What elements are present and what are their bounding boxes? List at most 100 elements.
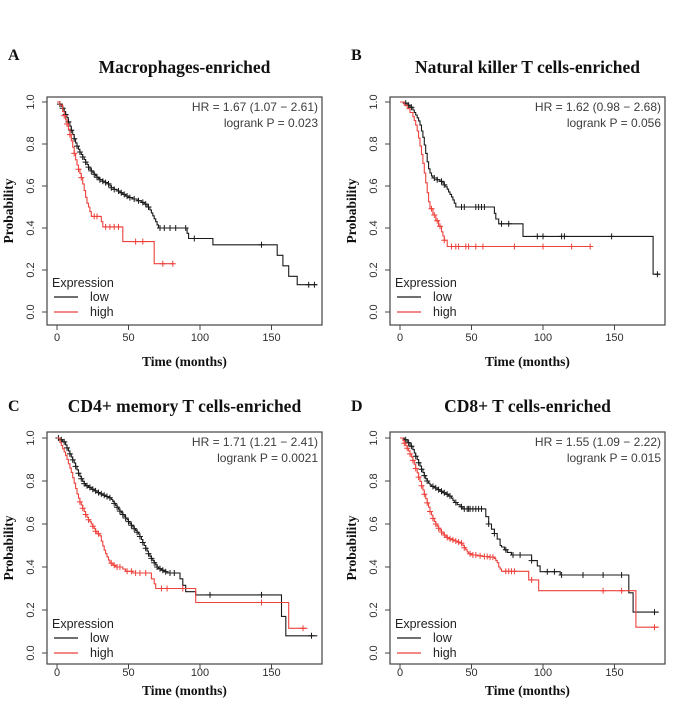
x-axis-tick-label: 100	[191, 332, 209, 344]
panel-letter: B	[351, 47, 362, 64]
plot-border	[389, 431, 666, 665]
y-axis-tick-label: 0.8	[25, 136, 37, 151]
plot-border	[46, 431, 323, 665]
survival-curve-high	[57, 437, 308, 629]
y-axis-tick-label: 0.8	[25, 473, 37, 488]
x-axis-tick-label: 50	[465, 667, 477, 679]
y-axis-tick-label: 0.0	[368, 304, 380, 319]
legend-title: Expression	[395, 617, 457, 631]
censor-marks-high	[76, 498, 306, 632]
panel-C-chart: C CD4+ memory T cells-enriched 0 50 100 150 0.…	[1, 396, 323, 698]
legend-title: Expression	[52, 617, 114, 631]
y-axis-tick-label: 0.6	[25, 516, 37, 531]
x-axis-tick-label: 0	[397, 667, 403, 679]
legend-label-low: low	[90, 631, 110, 645]
hr-annotation-line: HR = 1.55 (1.09 − 2.22)	[535, 435, 661, 449]
y-axis-title: Probability	[344, 178, 359, 243]
hr-annotation-line: logrank P = 0.056	[567, 116, 662, 130]
x-axis-title: Time (months)	[142, 683, 227, 698]
y-axis-title: Probability	[344, 515, 359, 580]
hr-annotation-line: HR = 1.67 (1.07 − 2.61)	[192, 100, 318, 114]
y-axis-tick-label: 0.4	[368, 559, 380, 574]
legend-title: Expression	[395, 276, 457, 290]
x-axis-tick-label: 50	[122, 332, 134, 344]
y-axis-tick-label: 1.0	[368, 94, 380, 109]
x-axis-tick-label: 50	[122, 667, 134, 679]
censor-marks-high	[61, 112, 176, 267]
panel-title: Natural killer T cells-enriched	[415, 57, 640, 77]
x-axis-tick-label: 0	[54, 667, 60, 679]
y-axis-title: Probability	[1, 178, 16, 243]
x-axis-title: Time (months)	[485, 354, 570, 369]
legend-label-high: high	[90, 646, 114, 660]
y-axis-tick-label: 1.0	[25, 430, 37, 445]
y-axis-title: Probability	[1, 515, 16, 580]
x-axis-tick-label: 100	[534, 667, 552, 679]
y-axis-tick-label: 0.6	[368, 516, 380, 531]
y-axis-tick-label: 0.2	[25, 602, 37, 617]
y-axis-tick-label: 0.4	[25, 220, 37, 235]
survival-curve-high	[57, 101, 175, 265]
legend-label-high: high	[433, 305, 457, 319]
censor-marks-low	[402, 100, 661, 278]
y-axis-tick-label: 0.6	[368, 178, 380, 193]
panel-letter: A	[8, 47, 20, 64]
survival-curve-high	[400, 101, 593, 248]
x-axis-tick-label: 150	[262, 667, 280, 679]
x-axis-tick-label: 150	[605, 332, 623, 344]
legend-label-high: high	[90, 305, 114, 319]
censor-marks-high	[428, 205, 594, 250]
legend-label-low: low	[90, 290, 110, 304]
panel-title: Macrophages-enriched	[99, 57, 271, 77]
y-axis-tick-label: 0.0	[25, 304, 37, 319]
x-axis-tick-label: 150	[262, 332, 280, 344]
legend-label-low: low	[433, 631, 453, 645]
plot-border	[46, 96, 323, 326]
hr-annotation-line: logrank P = 0.015	[567, 451, 662, 465]
y-axis-tick-label: 0.4	[368, 220, 380, 235]
panel-B-chart: B Natural killer T cells-enriched 0 50 100 15…	[344, 47, 666, 369]
x-axis-title: Time (months)	[142, 354, 227, 369]
x-axis-tick-label: 100	[534, 332, 552, 344]
censor-marks-low	[55, 435, 315, 639]
legend-label-high: high	[433, 646, 457, 660]
y-axis-tick-label: 0.0	[25, 645, 37, 660]
panel-title: CD8+ T cells-enriched	[444, 396, 611, 416]
panel-letter: D	[351, 398, 363, 415]
x-axis-tick-label: 0	[397, 332, 403, 344]
panel-letter: C	[8, 398, 20, 415]
x-axis-tick-label: 150	[605, 667, 623, 679]
y-axis-tick-label: 0.6	[25, 178, 37, 193]
legend-label-low: low	[433, 290, 453, 304]
panel-D-chart: D CD8+ T cells-enriched 0 50 100 150 0.0 0.2 0.4…	[344, 396, 666, 698]
panel-A-chart: A Macrophages-enriched 0 50 100 150 0.0 0.2 0.4 0…	[1, 47, 323, 369]
y-axis-tick-label: 0.8	[368, 473, 380, 488]
x-axis-tick-label: 100	[191, 667, 209, 679]
hr-annotation-line: HR = 1.62 (0.98 − 2.68)	[535, 100, 661, 114]
panel-A: A Macrophages-enriched 0 50 100 150 0.0 0.2 0.4 0…	[0, 0, 342, 372]
panel-C: C CD4+ memory T cells-enriched 0 50 100 150 0.…	[0, 354, 342, 708]
y-axis-tick-label: 0.0	[368, 645, 380, 660]
censor-marks-low	[402, 436, 658, 616]
x-axis-tick-label: 50	[465, 332, 477, 344]
panel-title: CD4+ memory T cells-enriched	[68, 396, 302, 416]
panel-B: B Natural killer T cells-enriched 0 50 100 15…	[343, 0, 685, 372]
y-axis-tick-label: 0.8	[368, 136, 380, 151]
censor-marks-high	[401, 440, 658, 631]
y-axis-tick-label: 0.2	[368, 262, 380, 277]
survival-curve-low	[57, 437, 318, 637]
hr-annotation-line: HR = 1.71 (1.21 − 2.41)	[192, 435, 318, 449]
x-axis-title: Time (months)	[485, 683, 570, 698]
hr-annotation-line: logrank P = 0.0021	[217, 451, 318, 465]
hr-annotation-line: logrank P = 0.023	[224, 116, 319, 130]
plot-border	[389, 96, 666, 326]
y-axis-tick-label: 0.4	[25, 559, 37, 574]
panel-D: D CD8+ T cells-enriched 0 50 100 150 0.0 0.2 0.4…	[343, 354, 685, 708]
x-axis-tick-label: 0	[54, 332, 60, 344]
y-axis-tick-label: 0.2	[25, 262, 37, 277]
legend-title: Expression	[52, 276, 114, 290]
survival-curve-high	[400, 437, 659, 628]
y-axis-tick-label: 1.0	[368, 430, 380, 445]
y-axis-tick-label: 1.0	[25, 94, 37, 109]
